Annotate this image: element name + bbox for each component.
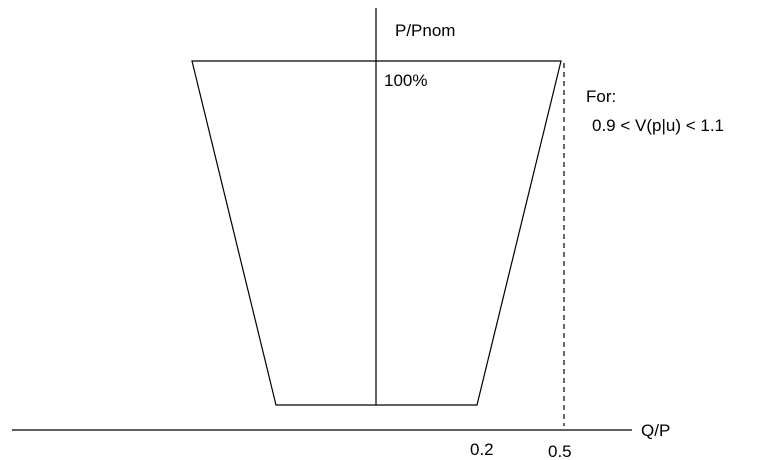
capability-trapezoid — [191, 60, 562, 406]
tick-label-0-2: 0.2 — [470, 440, 494, 459]
tick-label-0-5: 0.5 — [548, 442, 572, 460]
condition-range: 0.9 < V(p|u) < 1.1 — [592, 116, 724, 135]
condition-title: For: — [586, 87, 616, 106]
x-axis-label: Q/P — [641, 421, 670, 440]
y-axis-label: P/Pnom — [395, 21, 455, 40]
top-percent-label: 100% — [384, 71, 427, 90]
